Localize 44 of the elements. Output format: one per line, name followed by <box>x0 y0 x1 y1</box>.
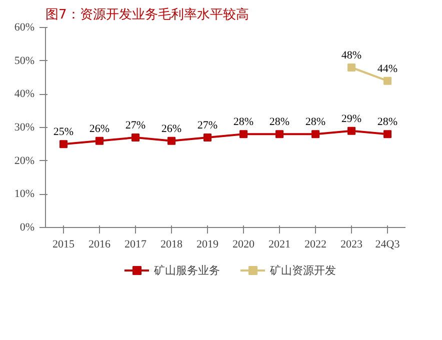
legend-label: 矿山资源开发 <box>270 262 336 278</box>
x-tick-label: 2021 <box>268 238 290 250</box>
x-tick-label: 24Q3 <box>375 238 400 250</box>
y-tick-label: 50% <box>14 54 35 67</box>
x-tick-label: 2019 <box>196 238 219 250</box>
data-label: 26% <box>89 122 110 135</box>
y-tick-label: 10% <box>14 188 35 200</box>
y-tick-label: 60% <box>14 22 35 34</box>
data-label: 48% <box>341 50 362 62</box>
x-tick-label: 2017 <box>124 238 147 250</box>
point <box>312 130 320 138</box>
point <box>240 130 248 138</box>
point <box>168 136 176 145</box>
legend-label: 矿山服务业务 <box>154 262 220 278</box>
x-tick-label: 2016 <box>88 238 111 250</box>
data-label: 44% <box>377 62 398 75</box>
point <box>60 140 68 148</box>
y-tick-label: 0% <box>20 222 35 234</box>
point <box>348 64 356 72</box>
data-label: 27% <box>197 120 218 132</box>
data-label: 28% <box>269 116 290 128</box>
y-tick-label: 40% <box>14 88 35 100</box>
point <box>204 134 212 142</box>
x-tick-label: 2022 <box>304 238 326 250</box>
data-label: 28% <box>233 116 254 128</box>
point <box>384 130 392 138</box>
data-label: 28% <box>377 116 398 128</box>
point <box>348 126 356 135</box>
x-tick-label: 2018 <box>160 238 183 250</box>
point <box>96 136 104 145</box>
chart-title: 图7：资源开发业务毛利率水平较高 <box>46 6 249 22</box>
point <box>384 76 392 85</box>
y-tick-label: 20% <box>14 154 35 167</box>
data-label: 27% <box>125 120 146 132</box>
data-label: 28% <box>305 116 326 128</box>
point <box>276 130 284 138</box>
data-label: 25% <box>53 126 74 138</box>
x-tick-label: 2015 <box>52 238 75 250</box>
x-tick-label: 2020 <box>232 238 255 250</box>
x-tick-label: 2023 <box>340 238 363 250</box>
data-label: 26% <box>161 122 182 135</box>
y-tick-label: 30% <box>14 122 35 134</box>
data-label: 29% <box>341 112 362 125</box>
point <box>132 134 140 142</box>
